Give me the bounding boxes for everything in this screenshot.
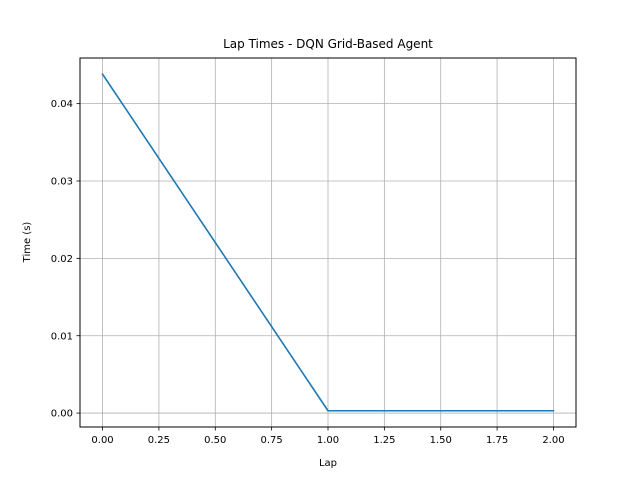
x-tick-label: 0.50 bbox=[204, 435, 226, 446]
x-tick-label: 2.00 bbox=[542, 435, 564, 446]
y-tick-label: 0.02 bbox=[51, 254, 73, 265]
y-tick-label: 0.01 bbox=[51, 331, 73, 342]
series-line-lap-times bbox=[101, 73, 555, 412]
x-axis-label: Lap bbox=[319, 458, 337, 469]
x-tick-label: 1.75 bbox=[486, 435, 508, 446]
x-tick-label: 1.25 bbox=[373, 435, 395, 446]
chart-title: Lap Times - DQN Grid-Based Agent bbox=[223, 37, 433, 51]
y-tick-label: 0.00 bbox=[51, 409, 73, 420]
x-tick-label: 1.50 bbox=[430, 435, 452, 446]
y-axis-ticks: 0.00 0.01 0.02 0.03 0.04 bbox=[51, 99, 80, 420]
x-tick-label: 0.75 bbox=[261, 435, 283, 446]
x-axis-ticks: 0.00 0.25 0.50 0.75 1.00 1.25 1.50 1.75 2.00 bbox=[91, 427, 565, 446]
x-tick-label: 1.00 bbox=[317, 435, 339, 446]
y-tick-label: 0.03 bbox=[51, 177, 73, 188]
x-tick-label: 0.00 bbox=[91, 435, 113, 446]
grid-lines bbox=[80, 58, 576, 427]
y-axis-label: Time (s) bbox=[22, 222, 33, 264]
y-tick-label: 0.04 bbox=[51, 99, 73, 110]
series-layer bbox=[101, 73, 555, 412]
x-tick-label: 0.25 bbox=[148, 435, 170, 446]
